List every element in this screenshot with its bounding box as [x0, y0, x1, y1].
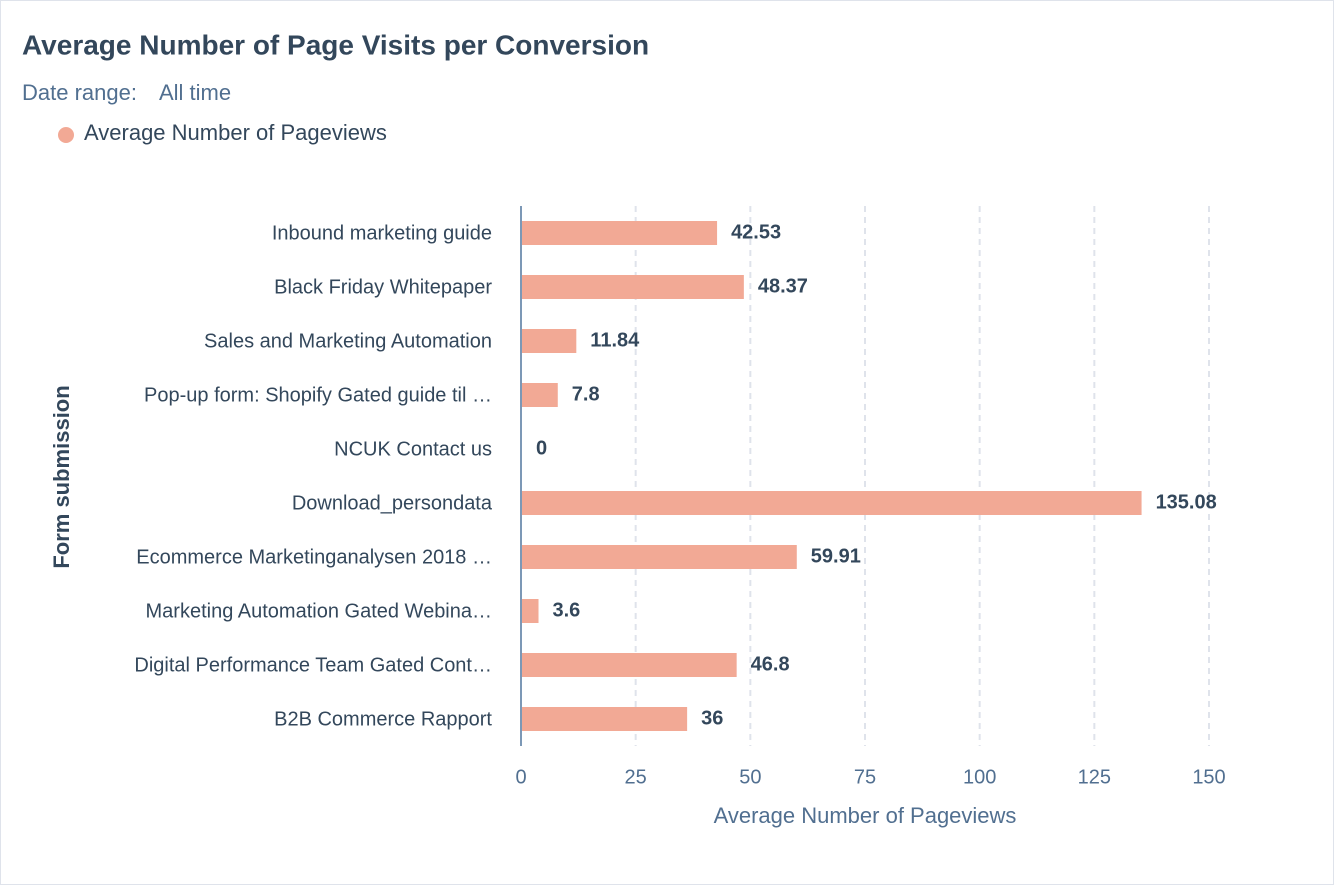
bar — [522, 545, 797, 569]
date-range-label: Date range: — [22, 80, 137, 105]
bar — [522, 329, 577, 353]
data-label: 46.8 — [751, 653, 790, 675]
data-label: 11.84 — [590, 329, 640, 351]
y-tick-label: Sales and Marketing Automation — [204, 330, 492, 352]
y-tick-label: Ecommerce Marketinganalysen 2018 … — [136, 546, 492, 568]
y-tick-label: Pop-up form: Shopify Gated guide til … — [144, 384, 492, 406]
data-label: 59.91 — [811, 545, 861, 567]
data-label: 48.37 — [758, 275, 808, 297]
y-tick-label: B2B Commerce Rapport — [274, 708, 492, 730]
y-tick-label: Marketing Automation Gated Webina… — [146, 600, 492, 622]
data-label: 135.08 — [1156, 491, 1217, 513]
x-tick-label: 50 — [739, 766, 761, 788]
date-range-value: All time — [159, 80, 231, 105]
data-label: 7.8 — [572, 383, 600, 405]
x-tick-label: 0 — [515, 766, 526, 788]
x-axis-title: Average Number of Pageviews — [714, 803, 1017, 828]
data-label: 42.53 — [731, 221, 781, 243]
bar — [522, 707, 688, 731]
x-tick-label: 125 — [1078, 766, 1111, 788]
bar — [522, 653, 737, 677]
x-tick-label: 75 — [854, 766, 876, 788]
data-label: 3.6 — [553, 599, 581, 621]
y-tick-label: NCUK Contact us — [334, 438, 492, 460]
data-label: 36 — [701, 707, 723, 729]
bar — [522, 221, 718, 245]
x-tick-label: 150 — [1192, 766, 1225, 788]
bar — [522, 275, 744, 299]
y-axis-title: Form submission — [49, 385, 74, 568]
bar — [522, 383, 558, 407]
y-tick-label: Digital Performance Team Gated Cont… — [134, 654, 492, 676]
bar — [522, 491, 1142, 515]
legend-marker — [58, 127, 74, 143]
y-tick-label: Black Friday Whitepaper — [274, 276, 492, 298]
bar — [522, 599, 539, 623]
x-tick-label: 100 — [963, 766, 996, 788]
chart-title: Average Number of Page Visits per Conver… — [22, 29, 649, 60]
x-tick-label: 25 — [625, 766, 647, 788]
y-tick-label: Inbound marketing guide — [272, 222, 492, 244]
data-label: 0 — [536, 437, 547, 459]
legend-label: Average Number of Pageviews — [84, 120, 387, 145]
y-tick-label: Download_persondata — [292, 492, 493, 514]
